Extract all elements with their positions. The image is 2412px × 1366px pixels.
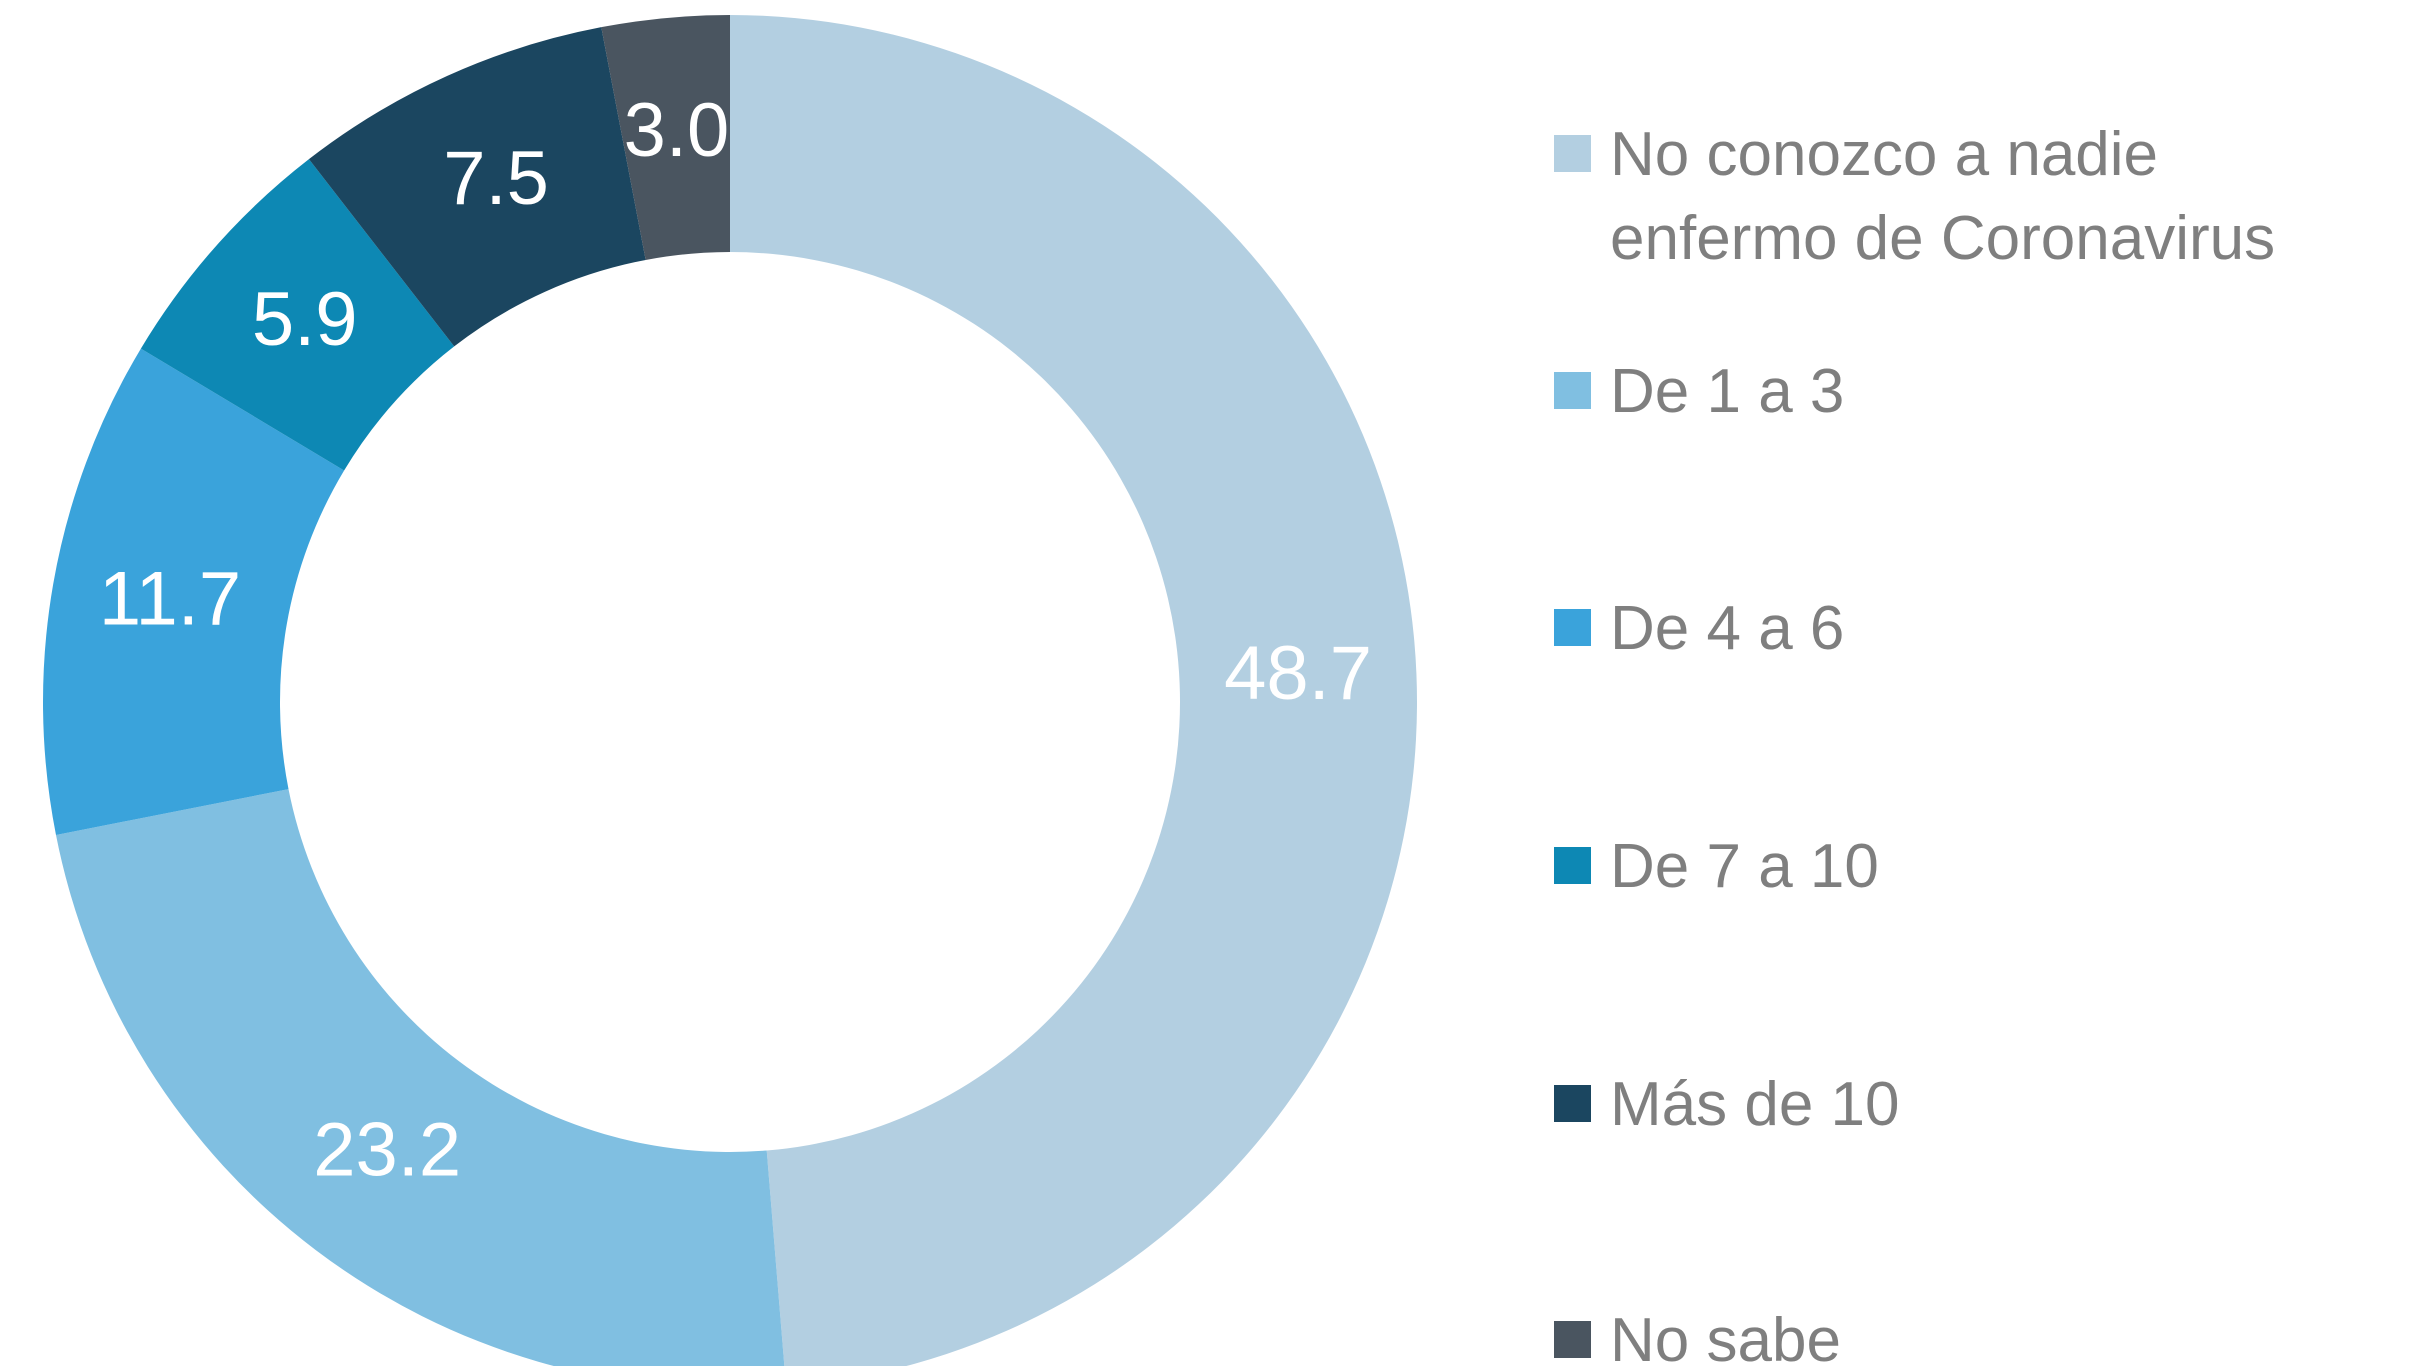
data-label: 7.5 <box>443 136 549 221</box>
data-label: 48.7 <box>1224 631 1372 716</box>
legend-item: De 1 a 3 <box>1554 350 2404 434</box>
legend-label: Más de 10 <box>1610 1070 1900 1139</box>
donut-segment <box>140 159 455 471</box>
donut-segment <box>730 15 1417 1366</box>
legend-item: De 7 a 10 <box>1554 825 2404 909</box>
donut-segment <box>55 789 785 1366</box>
data-label: 3.0 <box>624 88 730 173</box>
data-label: 11.7 <box>99 556 241 641</box>
legend-item: De 4 a 6 <box>1554 587 2404 671</box>
legend-label: De 4 a 6 <box>1610 594 1845 663</box>
donut-segment <box>601 15 730 260</box>
legend-item: No conozco a nadie enfermo de Coronaviru… <box>1554 113 2404 281</box>
donut-segment <box>308 27 646 347</box>
data-label: 23.2 <box>313 1108 461 1193</box>
data-label: 5.9 <box>252 277 358 362</box>
legend-label: De 7 a 10 <box>1610 832 1879 901</box>
legend-swatch <box>1554 135 1591 172</box>
legend-swatch <box>1554 1085 1591 1122</box>
legend-swatch <box>1554 372 1591 409</box>
legend-label: No conozco a nadie enfermo de Coronaviru… <box>1610 120 2276 273</box>
legend-item: No sabe <box>1554 1299 2404 1366</box>
donut-segment <box>42 348 345 835</box>
legend-label: De 1 a 3 <box>1610 357 1845 426</box>
legend-swatch <box>1554 1321 1591 1358</box>
legend-item: Más de 10 <box>1554 1063 2404 1147</box>
legend-swatch <box>1554 609 1591 646</box>
legend-label: No sabe <box>1610 1306 1841 1366</box>
legend-swatch <box>1554 847 1591 884</box>
